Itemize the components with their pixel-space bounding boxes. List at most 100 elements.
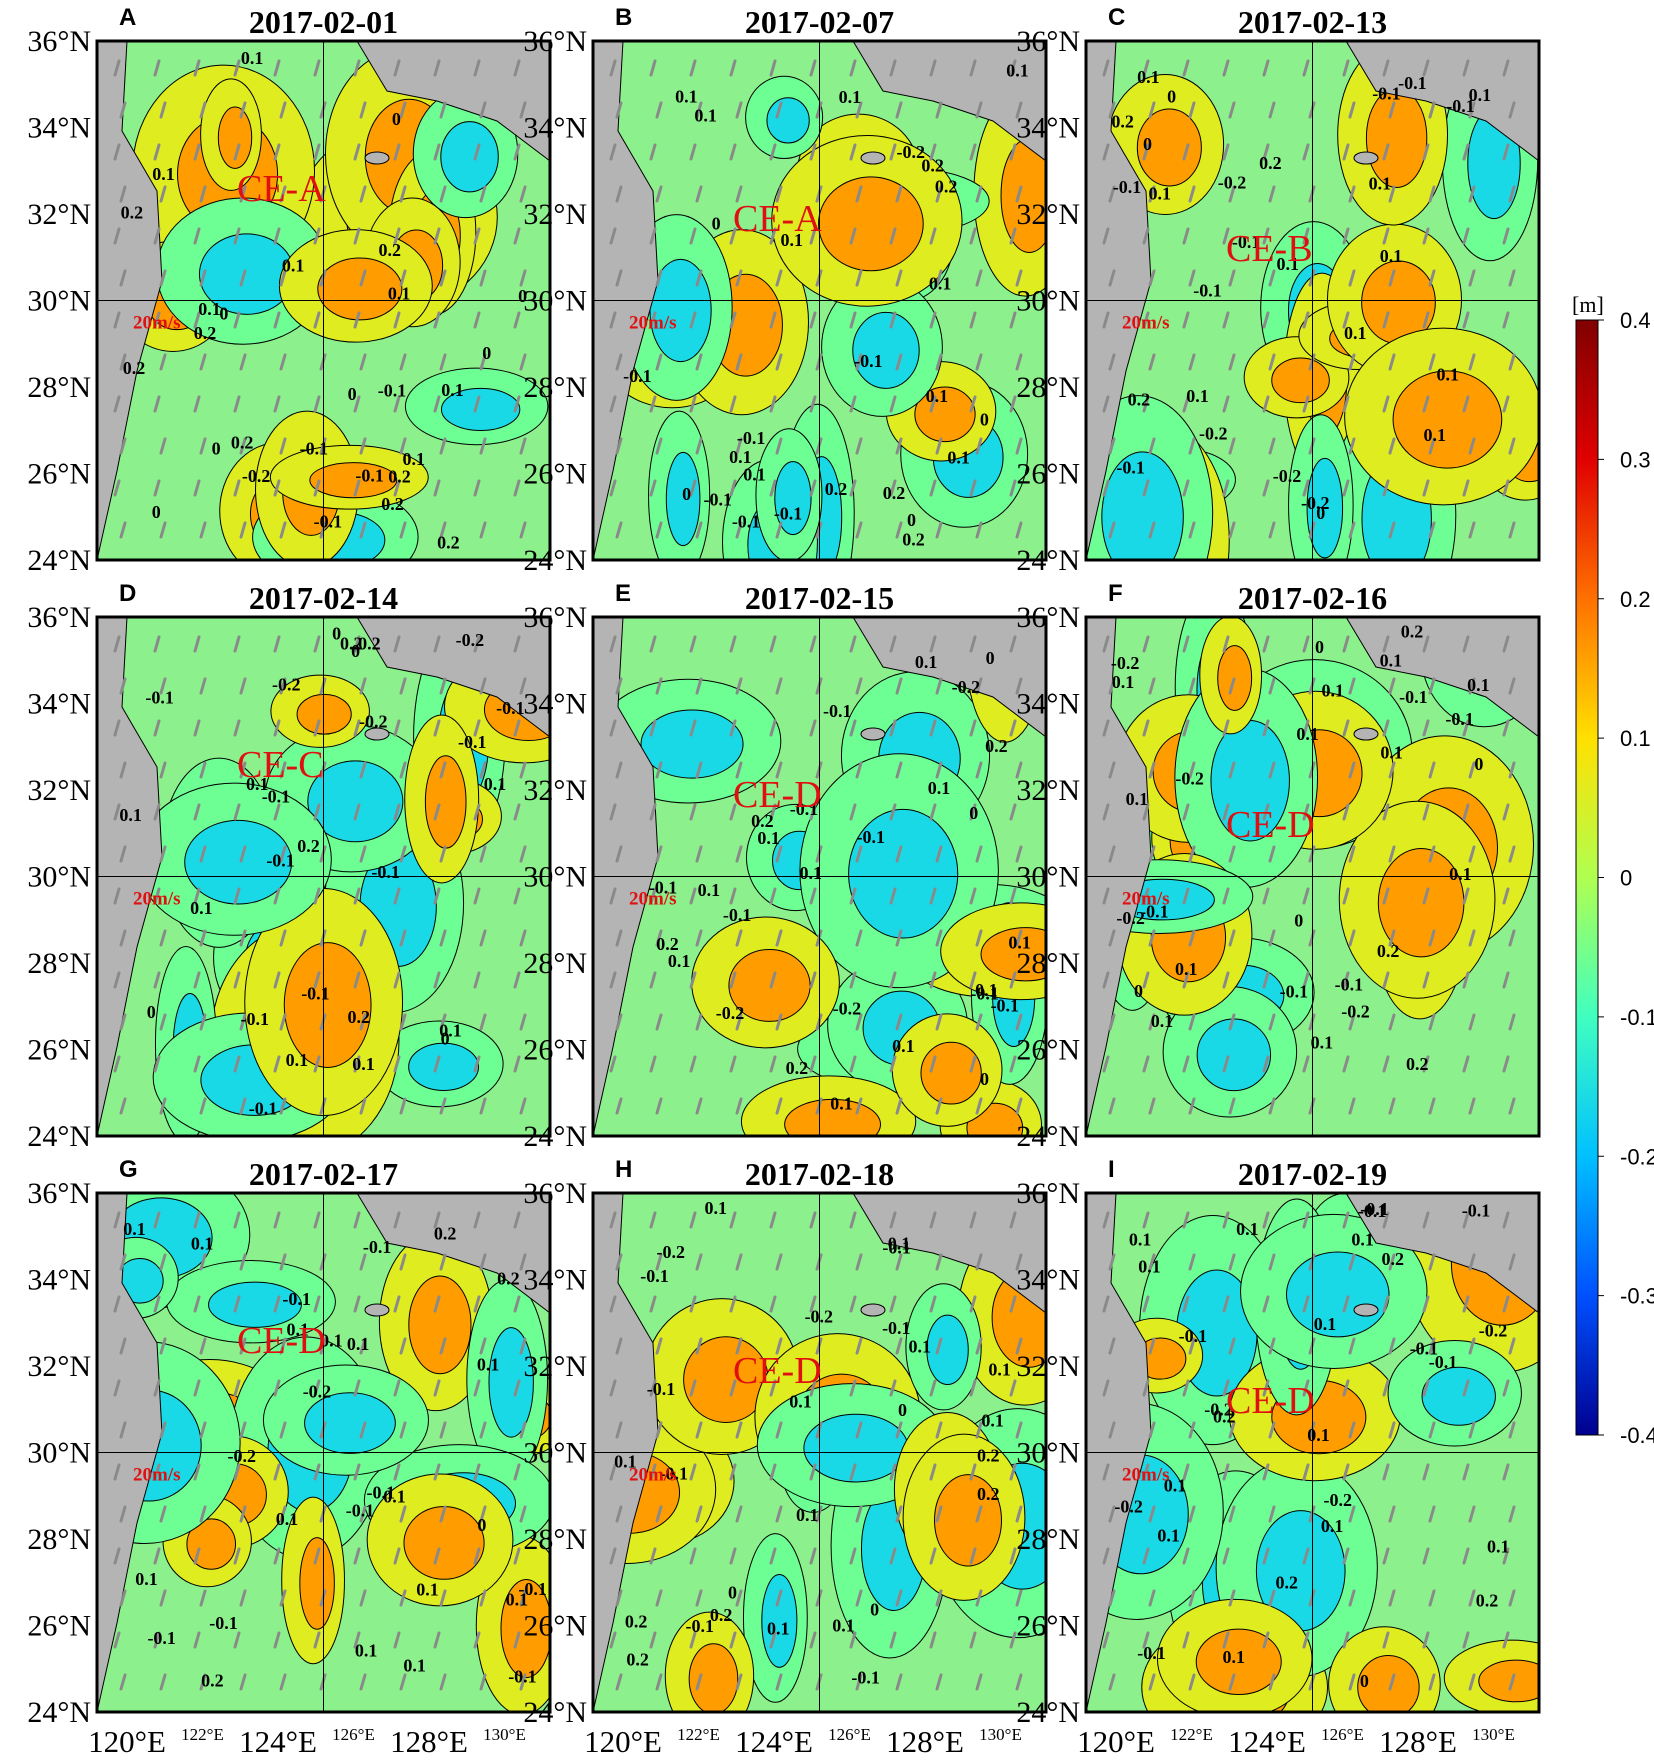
contour-value-label: 0.1 <box>135 1569 158 1589</box>
wind-vector <box>975 1253 983 1271</box>
contour-value-label: -0.2 <box>1175 768 1204 788</box>
contour-value-label: 0.1 <box>1112 672 1135 692</box>
wind-vector <box>895 437 903 455</box>
contour-value-label: 0.1 <box>352 1054 375 1074</box>
wind-vector <box>615 1013 623 1031</box>
contour-value-label: -0.1 <box>282 1289 311 1309</box>
latitude-label: 24°N <box>523 1696 587 1729</box>
wind-vector <box>1262 1463 1270 1481</box>
wind-vector <box>969 1379 977 1397</box>
wind-vector <box>1468 1505 1476 1523</box>
wind-vector <box>239 521 247 539</box>
wind-vector <box>393 635 401 653</box>
contour-value-label: 0.2 <box>1111 111 1134 131</box>
wind-vector <box>113 1547 121 1565</box>
anomaly-contour-inner <box>980 927 1046 982</box>
wind-vector <box>433 227 441 245</box>
wind-vector <box>929 719 937 737</box>
wind-vector <box>1268 1421 1276 1439</box>
wind-vector <box>975 1013 983 1031</box>
wind-vector <box>1148 269 1156 287</box>
latitude-label: 28°N <box>1016 1523 1080 1556</box>
wind-vector <box>439 521 447 539</box>
latitude-label: 30°N <box>523 285 587 318</box>
wind-vector <box>695 1097 703 1115</box>
contour-value-label: 0.1 <box>698 880 721 900</box>
wind-vector <box>889 311 897 329</box>
wind-vector <box>359 1097 367 1115</box>
wind-vector <box>695 1421 703 1439</box>
wind-vector <box>359 353 367 371</box>
contour-value-label: 0.1 <box>1151 1011 1174 1031</box>
wind-vector <box>689 887 697 905</box>
wind-vector <box>1348 1097 1356 1115</box>
wind-vector <box>769 971 777 989</box>
panel-date-title: 2017-02-18 <box>745 1156 894 1192</box>
colorbar-tick-label: 0.3 <box>1620 447 1651 472</box>
wind-vector <box>649 635 657 653</box>
wind-vector <box>1422 1055 1430 1073</box>
latitude-label: 26°N <box>1016 1034 1080 1067</box>
contour-value-label: 0.1 <box>839 87 862 107</box>
wind-vector <box>975 677 983 695</box>
wind-vector <box>655 1421 663 1439</box>
wind-vector <box>1188 437 1196 455</box>
wind-vector <box>1268 761 1276 779</box>
wind-vector <box>393 143 401 161</box>
wind-vector <box>519 437 527 455</box>
wind-vector <box>313 1295 321 1313</box>
wind-vector <box>239 845 247 863</box>
contour-value-label: 0 <box>1360 1671 1369 1691</box>
wind-vector <box>1502 395 1510 413</box>
wind-vector <box>1142 143 1150 161</box>
contour-value-label: 0.1 <box>1344 323 1367 343</box>
wind-vector <box>273 395 281 413</box>
contour-value-label: -0.1 <box>1113 177 1142 197</box>
wind-vector <box>439 845 447 863</box>
wind-vector <box>153 1055 161 1073</box>
wind-vector <box>1382 1211 1390 1229</box>
wind-vector <box>513 1211 521 1229</box>
wind-vector <box>1428 437 1436 455</box>
wind-vector <box>689 719 697 737</box>
wind-vector <box>1009 395 1017 413</box>
wind-vector <box>729 143 737 161</box>
wind-vector <box>353 143 361 161</box>
wind-vector <box>519 845 527 863</box>
contour-value-label: -0.1 <box>1116 457 1145 477</box>
wind-vector <box>119 1013 127 1031</box>
contour-value-label: -0.2 <box>456 630 485 650</box>
wind-vector <box>433 1055 441 1073</box>
wind-vector <box>273 1211 281 1229</box>
wind-vector <box>975 1673 983 1691</box>
wind-vector <box>1382 1631 1390 1649</box>
wind-vector <box>935 845 943 863</box>
wind-vector <box>1468 677 1476 695</box>
wind-vector <box>199 761 207 779</box>
latitude-label: 24°N <box>523 544 587 577</box>
wind-vector <box>519 929 527 947</box>
wind-vector <box>399 677 407 695</box>
latitude-label: 24°N <box>1016 1120 1080 1153</box>
wind-vector <box>849 1055 857 1073</box>
contour-value-label: -0.1 <box>1446 96 1475 116</box>
wind-vector <box>1222 887 1230 905</box>
longitude-label: 126°E <box>1321 1725 1364 1744</box>
wind-vector <box>1388 353 1396 371</box>
wind-vector <box>279 521 287 539</box>
land-korea <box>852 617 1046 738</box>
wind-vector <box>1148 1013 1156 1031</box>
colorbar-tick-label: -0.3 <box>1620 1284 1654 1309</box>
latitude-label: 34°N <box>27 112 91 145</box>
latitude-label: 28°N <box>27 947 91 980</box>
wind-vector <box>929 143 937 161</box>
eddy-label: CE-C <box>237 744 324 786</box>
anomaly-contour-inner <box>184 819 293 905</box>
wind-vector <box>273 1055 281 1073</box>
wind-vector <box>1342 227 1350 245</box>
wind-vector <box>615 437 623 455</box>
wind-vector <box>649 227 657 245</box>
wind-vector <box>313 1631 321 1649</box>
contour-value-label: -0.1 <box>1360 1199 1389 1219</box>
